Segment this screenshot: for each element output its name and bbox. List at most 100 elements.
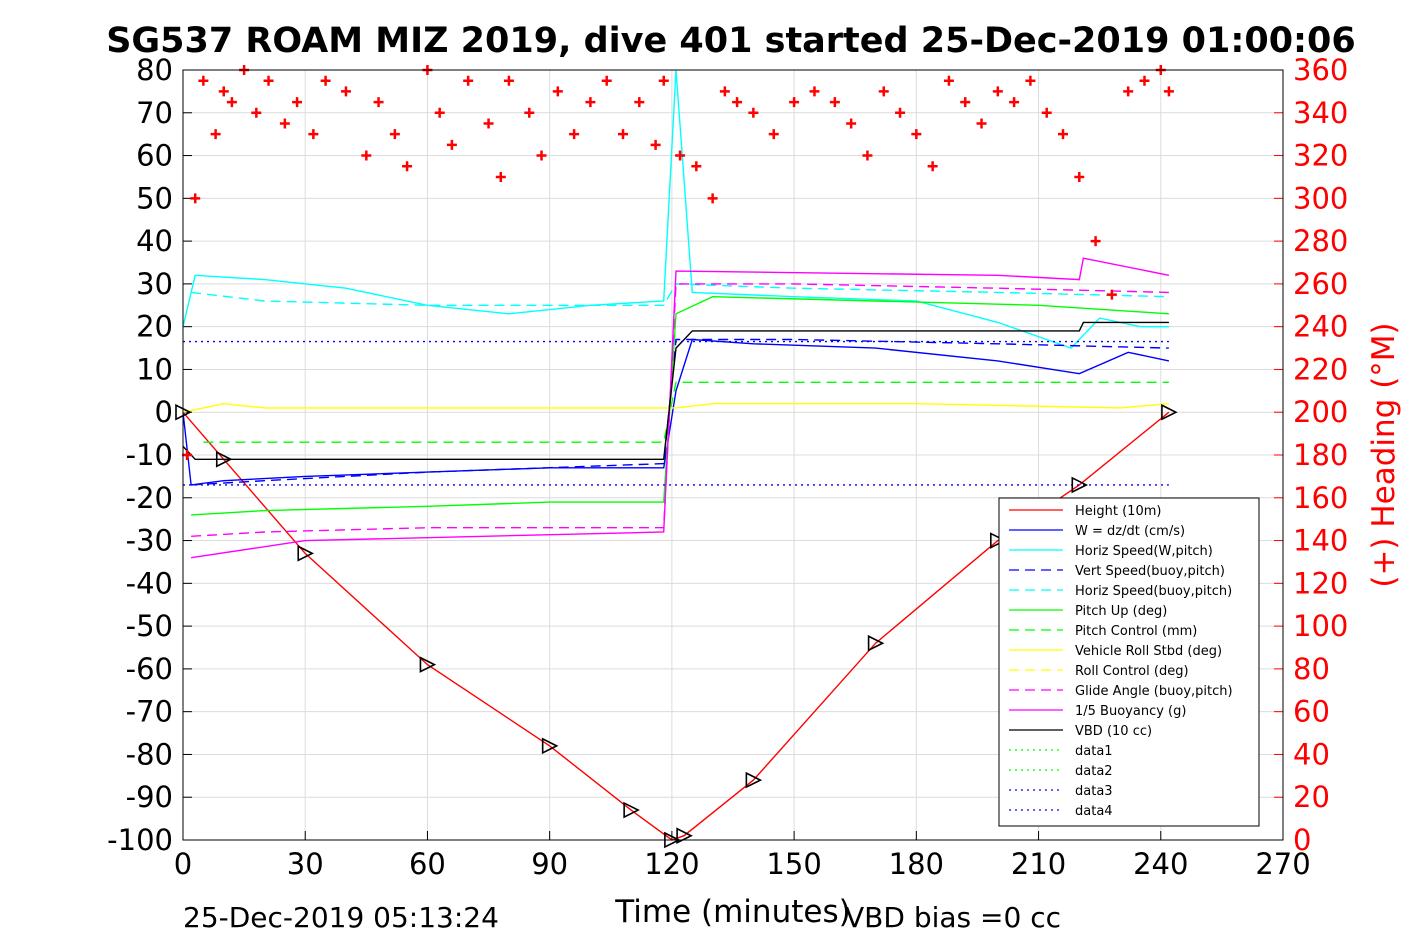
y-right-tick-label: 320: [1293, 139, 1348, 173]
heading-point: [483, 118, 494, 129]
y-right-tick-label: 0: [1293, 823, 1311, 857]
heading-point: [1163, 86, 1174, 97]
height-marker: [419, 656, 437, 673]
heading-point: [446, 139, 457, 150]
legend-label: Pitch Control (mm): [1075, 624, 1197, 639]
legend-label: data4: [1075, 804, 1113, 819]
legend-label: Vert Speed(buoy,pitch): [1075, 564, 1225, 579]
y-right-tick-label: 280: [1293, 224, 1348, 258]
heading-point: [1106, 289, 1117, 300]
heading-point: [691, 161, 702, 172]
heading-point: [434, 107, 445, 118]
x-tick-label: 210: [1011, 847, 1066, 881]
legend-label: Roll Control (deg): [1075, 664, 1189, 679]
heading-point: [895, 107, 906, 118]
heading-point: [373, 97, 384, 108]
heading-point: [1139, 75, 1150, 86]
heading-point: [809, 86, 820, 97]
heading-point: [650, 139, 661, 150]
heading-point: [263, 75, 274, 86]
heading-point: [829, 97, 840, 108]
y-tick-label: 0: [155, 395, 173, 429]
legend-label: Height (10m): [1075, 504, 1161, 519]
y-tick-label: 20: [136, 310, 173, 344]
legend[interactable]: Height (10m) W = dz/dt (cm/s) Horiz Speed(…: [998, 497, 1260, 827]
heading-point: [927, 161, 938, 172]
heading-point: [569, 129, 580, 140]
heading-point: [768, 129, 779, 140]
heading-point: [210, 129, 221, 140]
heading-point: [190, 193, 201, 204]
y-tick-label: -20: [126, 481, 173, 515]
heading-point: [198, 75, 209, 86]
heading-point: [552, 86, 563, 97]
right-axis-label: (+) Heading (°M): [1366, 322, 1402, 587]
x-tick-label: 240: [1133, 847, 1188, 881]
y-right-tick-label: 260: [1293, 267, 1348, 301]
series-line-11: [182, 321, 1169, 460]
y-tick-label: -30: [126, 524, 173, 558]
heading-point: [675, 150, 686, 161]
heading-point: [1025, 75, 1036, 86]
x-tick-label: 180: [889, 847, 944, 881]
height-marker: [215, 450, 233, 468]
heading-point: [846, 118, 857, 129]
height-marker: [541, 737, 559, 755]
heading-point: [601, 75, 612, 86]
series-line-4: [191, 283, 1169, 306]
y-tick-label: 60: [136, 139, 173, 173]
heading-point: [320, 75, 331, 86]
legend-label: data2: [1075, 764, 1113, 779]
heading-point: [340, 86, 351, 97]
heading-point: [218, 86, 229, 97]
x-tick-label: 60: [409, 847, 446, 881]
heading-point: [862, 150, 873, 161]
height-marker: [623, 801, 640, 819]
footer-vbd-bias: VBD bias =0 cc: [845, 901, 1061, 934]
legend-label: Glide Angle (buoy,pitch): [1075, 684, 1233, 699]
legend-label: W = dz/dt (cm/s): [1075, 524, 1185, 539]
y-tick-label: -60: [126, 652, 173, 686]
legend-label: data1: [1075, 744, 1113, 759]
heading-point: [960, 97, 971, 108]
y-right-tick-label: 20: [1293, 780, 1330, 814]
heading-point: [292, 97, 303, 108]
legend-label: VBD (10 cc): [1075, 724, 1152, 739]
x-axis-label: Time (minutes): [614, 894, 850, 930]
x-tick-label: 0: [174, 847, 192, 881]
height-marker: [676, 827, 693, 845]
y-right-tick-label: 360: [1293, 53, 1348, 87]
y-tick-label: -40: [126, 566, 173, 600]
y-right-tick-label: 220: [1293, 352, 1348, 386]
heading-point: [1074, 171, 1085, 182]
y-tick-label: -50: [126, 609, 173, 643]
heading-point: [943, 75, 954, 86]
height-marker: [990, 532, 1007, 549]
height-marker: [297, 545, 315, 562]
y-tick-label: 30: [136, 267, 173, 301]
heading-point: [1041, 107, 1052, 118]
x-tick-label: 150: [766, 847, 821, 881]
y-right-tick-label: 140: [1293, 524, 1348, 558]
legend-box: [998, 497, 1260, 827]
heading-point: [976, 118, 987, 129]
y-right-tick-label: 40: [1293, 737, 1330, 771]
legend-label: Horiz Speed(buoy,pitch): [1075, 584, 1232, 599]
y-tick-label: -100: [107, 823, 173, 857]
y-right-tick-label: 300: [1293, 181, 1348, 215]
y-right-tick-label: 180: [1293, 438, 1348, 472]
heading-point: [618, 129, 628, 140]
plot-frame: [182, 69, 1284, 841]
y-right-tick-label: 160: [1293, 481, 1348, 515]
y-tick-label: -10: [126, 438, 173, 472]
y-right-tick-label: 340: [1293, 96, 1348, 130]
heading-point: [495, 171, 506, 182]
heading-point: [308, 129, 319, 140]
heading-point: [585, 97, 596, 108]
heading-point: [226, 97, 237, 108]
heading-point: [1090, 236, 1101, 247]
heading-point: [389, 129, 400, 140]
height-marker: [867, 634, 885, 652]
y-tick-label: 70: [136, 96, 173, 130]
